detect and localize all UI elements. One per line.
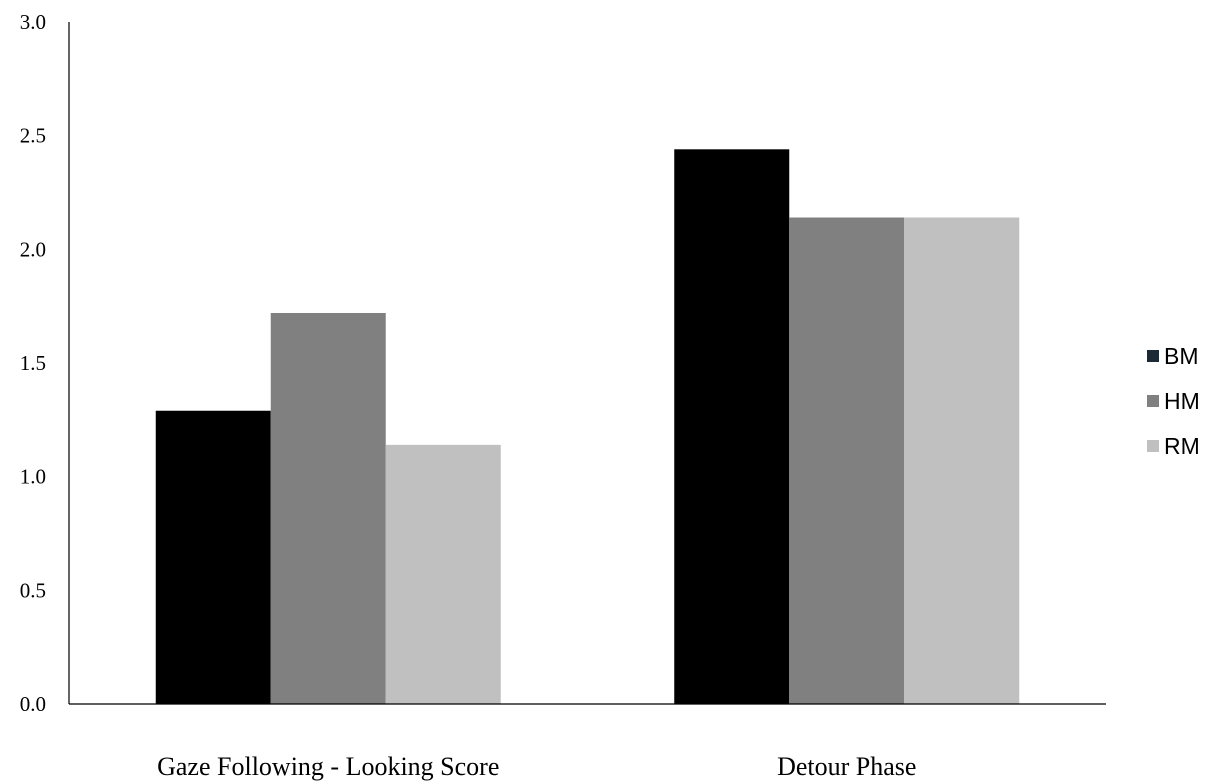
legend-label-rm: RM bbox=[1164, 433, 1200, 459]
x-category-labels: Gaze Following - Looking Score Detour Pha… bbox=[157, 752, 916, 781]
legend: BM HM RM bbox=[1147, 343, 1200, 459]
legend-label-bm: BM bbox=[1164, 343, 1199, 369]
y-tick-label: 0.5 bbox=[20, 578, 46, 602]
y-tick-label: 0.0 bbox=[20, 692, 46, 716]
x-category-label: Detour Phase bbox=[777, 752, 916, 781]
legend-swatch-rm bbox=[1147, 440, 1159, 452]
y-tick-label: 2.0 bbox=[20, 237, 46, 261]
legend-swatch-bm bbox=[1147, 350, 1159, 362]
y-tick-label: 1.0 bbox=[20, 465, 46, 489]
bar-rm-gaze-following-looking-score bbox=[385, 444, 501, 704]
y-tick-label: 2.5 bbox=[20, 124, 46, 148]
bar-bm-gaze-following-looking-score bbox=[155, 410, 271, 704]
legend-label-hm: HM bbox=[1164, 388, 1200, 414]
bar-rm-detour-phase bbox=[904, 217, 1020, 705]
bars-group bbox=[155, 149, 1020, 705]
bar-hm-detour-phase bbox=[789, 217, 905, 705]
bar-hm-gaze-following-looking-score bbox=[270, 312, 386, 704]
bar-bm-detour-phase bbox=[674, 149, 790, 705]
x-category-label: Gaze Following - Looking Score bbox=[157, 752, 499, 781]
axes-group bbox=[68, 22, 1106, 705]
y-tick-labels: 0.0 0.5 1.0 1.5 2.0 2.5 3.0 bbox=[20, 10, 46, 716]
y-tick-label: 3.0 bbox=[20, 10, 46, 34]
legend-swatch-hm bbox=[1147, 395, 1159, 407]
y-tick-label: 1.5 bbox=[20, 351, 46, 375]
